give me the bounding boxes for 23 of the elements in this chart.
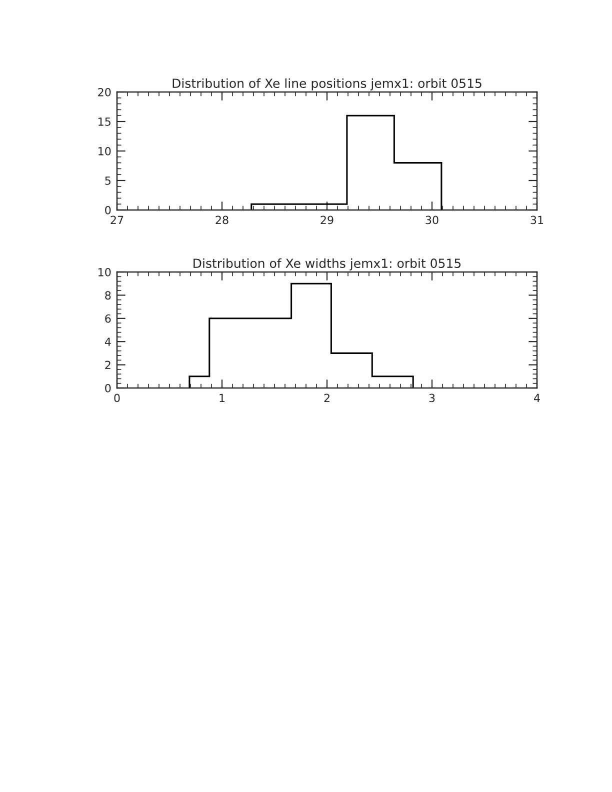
y-tick-label: 6: [105, 314, 111, 323]
x-tick-label: 4: [534, 394, 540, 402]
y-tick-label: 10: [98, 146, 111, 156]
x-tick-label: 27: [110, 216, 124, 224]
chart-title: Distribution of Xe line positions jemx1: orbit 0515: [172, 78, 482, 90]
x-tick-label: 0: [114, 394, 120, 402]
y-tick-label: 5: [105, 176, 110, 185]
y-tick-label: 8: [105, 291, 111, 300]
x-tick-label: 3: [429, 394, 435, 402]
y-tick-label: 0: [105, 206, 111, 214]
y-tick-label: 0: [105, 384, 111, 392]
y-tick-label: 2: [105, 360, 110, 370]
x-tick-label: 2: [324, 394, 330, 402]
y-tick-label: 4: [104, 338, 111, 346]
x-tick-label: 1: [220, 394, 225, 402]
y-tick-label: 10: [98, 268, 111, 276]
y-tick-label: 20: [98, 88, 111, 96]
chart-title: Distribution of Xe widths jemx1: orbit 0515: [194, 258, 461, 270]
x-tick-label: 29: [320, 216, 334, 224]
y-tick-label: 15: [98, 118, 110, 126]
x-tick-label: 30: [426, 216, 438, 224]
x-tick-label: 28: [216, 216, 228, 224]
x-tick-label: 31: [530, 216, 544, 224]
